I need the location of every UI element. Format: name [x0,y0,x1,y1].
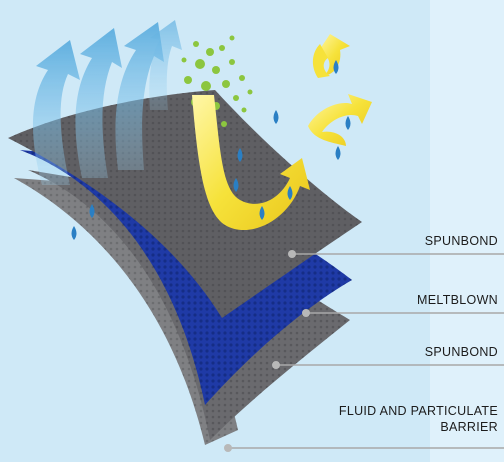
label-barrier: FLUID AND PARTICULATE BARRIER [339,403,498,436]
label-barrier-line2: BARRIER [440,420,498,435]
fluid-arrows [192,34,372,231]
air-flow-arrows [32,20,182,185]
label-spunbond-top: SPUNBOND [424,234,498,248]
meltblown-layer [20,150,352,405]
leader-lines [228,253,504,449]
background-panel [430,0,504,462]
leader-dots [224,250,310,452]
label-barrier-line1: FLUID AND PARTICULATE [338,404,498,418]
label-spunbond-lower: SPUNBOND [424,345,498,359]
droplets [71,60,351,240]
label-meltblown: MELTBLOWN [417,293,498,307]
